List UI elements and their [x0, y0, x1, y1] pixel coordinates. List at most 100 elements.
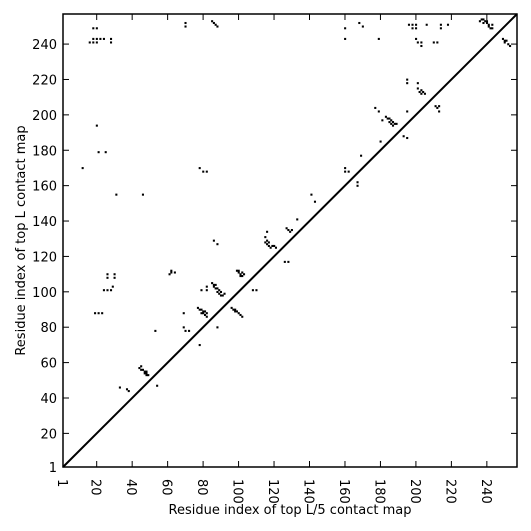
contact-point: [140, 365, 143, 368]
contact-point: [415, 37, 418, 40]
x-tick-label: 20: [88, 479, 103, 496]
x-axis-ticks: 1 20 40 60 80 100 120 140 160 180 200 220 240: [54, 14, 493, 504]
contact-point: [423, 92, 426, 95]
contact-point: [219, 294, 223, 297]
contact-point: [487, 23, 490, 26]
contact-point: [92, 27, 95, 30]
contact-point: [205, 312, 208, 315]
contact-point: [391, 124, 395, 127]
contact-point: [436, 106, 439, 109]
y-tick-label: 40: [40, 392, 57, 407]
contact-point: [154, 329, 157, 332]
contact-point: [439, 23, 442, 26]
contact-point: [374, 106, 377, 109]
contact-point: [104, 151, 107, 154]
contact-point: [296, 218, 299, 221]
contact-point: [211, 282, 214, 285]
contact-point: [212, 21, 215, 25]
y-tick-label: 160: [32, 180, 57, 195]
y-tick-label: 60: [40, 357, 57, 372]
x-tick-label: 200: [407, 479, 422, 504]
contact-point: [420, 92, 423, 95]
y-axis-label: Residue index of top L contact map: [14, 125, 29, 355]
contact-point: [145, 372, 148, 375]
contact-point: [145, 374, 148, 377]
contact-point: [221, 294, 224, 297]
contact-point: [390, 119, 393, 122]
contact-point: [211, 20, 214, 23]
contact-point: [109, 37, 113, 40]
contact-point: [406, 136, 409, 140]
x-tick-label: 180: [371, 479, 386, 504]
contact-point: [241, 271, 244, 274]
contact-point: [507, 43, 510, 46]
contact-point: [196, 306, 199, 309]
y-tick-label: 20: [40, 427, 57, 442]
contact-point: [198, 344, 201, 347]
contact-point: [386, 117, 389, 120]
x-tick-label: 1: [54, 479, 69, 487]
contact-point: [505, 39, 508, 42]
contact-point: [416, 82, 419, 85]
contact-point: [101, 312, 104, 315]
x-axis-label: Residue index of top L/5 contact map: [169, 503, 412, 518]
y-tick-label: 240: [32, 38, 57, 53]
contact-point: [446, 23, 450, 26]
contact-point: [113, 273, 116, 276]
contact-point: [434, 105, 437, 108]
contact-point: [234, 308, 237, 311]
contact-point: [118, 386, 121, 389]
contact-point: [188, 329, 191, 332]
contact-point: [140, 368, 143, 371]
contact-point: [109, 289, 113, 292]
x-tick-label: 80: [194, 479, 209, 496]
contact-point: [106, 289, 109, 292]
contact-point: [214, 287, 217, 290]
x-tick-label: 240: [478, 479, 493, 504]
contact-point: [313, 200, 317, 203]
y-tick-label: 180: [32, 144, 57, 159]
contact-point: [416, 41, 419, 44]
contact-point: [347, 170, 350, 173]
contact-point: [287, 260, 290, 263]
contact-point: [395, 122, 398, 125]
contact-point: [509, 44, 512, 48]
contact-point: [237, 271, 240, 274]
contact-point: [438, 105, 441, 108]
contact-point: [203, 310, 207, 313]
contact-point: [147, 374, 150, 377]
contact-point: [377, 37, 380, 40]
contact-point: [212, 283, 215, 286]
x-tick-label: 60: [159, 479, 174, 496]
contact-point: [102, 37, 105, 40]
contact-point: [214, 23, 217, 26]
contact-point: [267, 241, 270, 244]
y-tick-label: 120: [32, 250, 57, 265]
contact-point: [484, 20, 487, 23]
contact-point: [92, 41, 95, 44]
contact-point: [432, 41, 435, 44]
contact-point: [251, 289, 254, 292]
x-tick-label: 100: [230, 479, 245, 504]
contact-point: [264, 236, 267, 239]
contact-point: [269, 246, 272, 249]
x-tick-label: 40: [123, 479, 138, 496]
contact-point: [184, 329, 187, 332]
contact-point: [360, 154, 363, 157]
contact-point: [289, 230, 292, 233]
x-tick-label: 140: [301, 479, 316, 504]
contact-point: [97, 151, 100, 154]
contact-point: [358, 21, 361, 25]
contact-point: [239, 313, 242, 317]
contact-point: [356, 181, 359, 184]
contact-points: [81, 18, 512, 393]
diagonal-line: [62, 13, 518, 468]
y-tick-label: 200: [32, 109, 57, 124]
contact-point: [212, 285, 215, 288]
contact-point: [143, 372, 146, 375]
y-tick-label: 140: [32, 215, 57, 230]
contact-point: [168, 273, 171, 276]
contact-point: [489, 27, 492, 30]
contact-point: [290, 228, 293, 232]
contact-point: [216, 326, 219, 329]
